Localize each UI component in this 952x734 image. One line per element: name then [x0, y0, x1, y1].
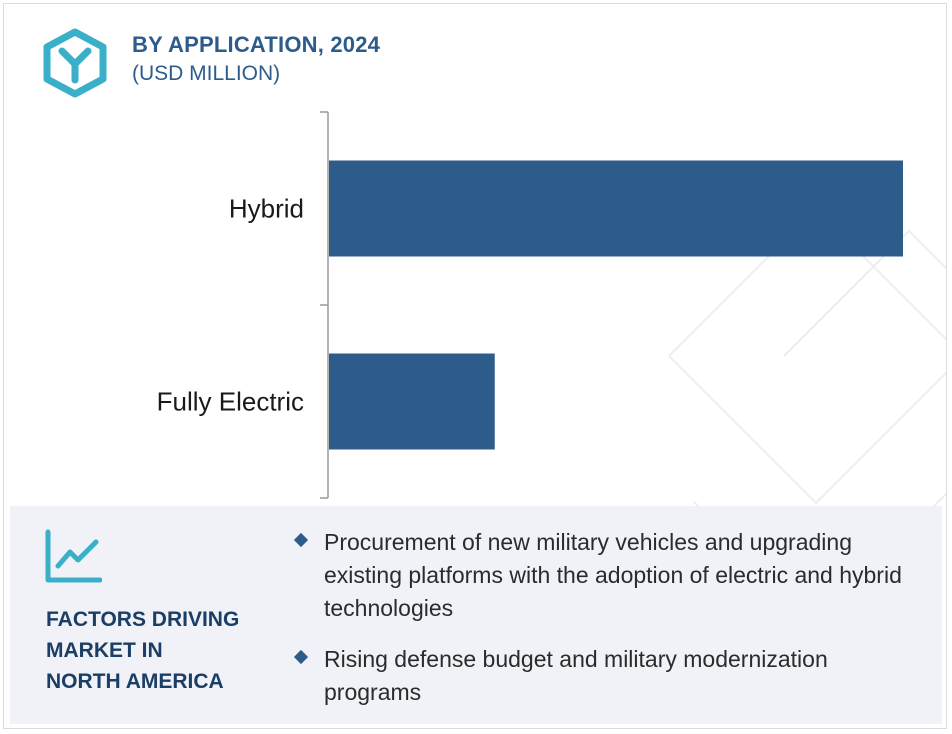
category-label: Fully Electric: [157, 387, 304, 417]
line-chart-icon: [45, 529, 102, 583]
bar-chart: Hybrid Fully Electric: [157, 111, 903, 499]
diamond-bullet-icon: [293, 649, 309, 665]
hexagon-y-logo-icon: [43, 28, 107, 98]
infographic-card: BY APPLICATION, 2024 (USD MILLION) Hybri…: [3, 3, 947, 729]
factor-text: Procurement of new military vehicles and…: [324, 529, 902, 621]
factors-heading-line: MARKET IN: [46, 639, 163, 662]
factor-text: Rising defense budget and military moder…: [324, 646, 828, 705]
factors-panel: FACTORS DRIVING MARKET IN NORTH AMERICA …: [10, 506, 942, 724]
category-axis: [320, 111, 329, 499]
factor-item: Procurement of new military vehicles and…: [292, 526, 912, 625]
chart-subtitle: (USD MILLION): [132, 62, 281, 85]
factors-list: Procurement of new military vehicles and…: [292, 526, 912, 727]
category-label: Hybrid: [229, 194, 304, 224]
category-labels: Hybrid Fully Electric: [157, 194, 304, 417]
chart-title: BY APPLICATION, 2024: [132, 32, 381, 57]
factors-heading: FACTORS DRIVING MARKET IN NORTH AMERICA: [46, 604, 266, 697]
diamond-bullet-icon: [293, 532, 309, 548]
factor-item: Rising defense budget and military moder…: [292, 643, 912, 709]
bar-hybrid: [329, 160, 903, 257]
factors-heading-line: FACTORS DRIVING: [46, 608, 240, 631]
factors-heading-line: NORTH AMERICA: [46, 670, 224, 693]
bar-fully-electric: [329, 353, 495, 450]
bars: [329, 160, 903, 450]
